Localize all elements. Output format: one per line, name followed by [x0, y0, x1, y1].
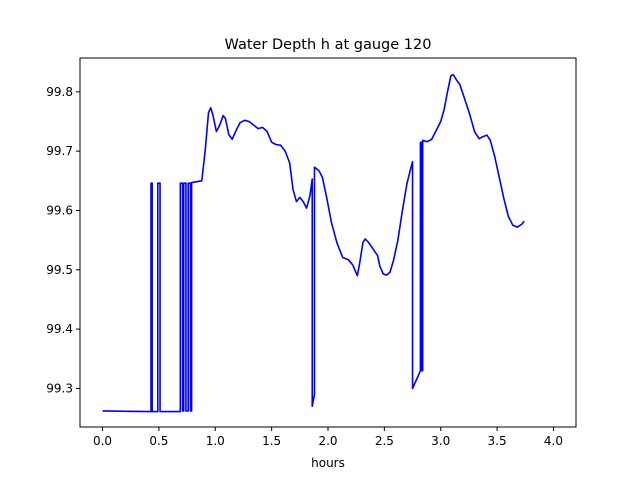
x-tick-label: 1.5: [262, 434, 281, 448]
y-tick-label: 99.3: [46, 381, 73, 395]
x-tick-label: 1.0: [206, 434, 225, 448]
x-tick-label: 0.0: [93, 434, 112, 448]
y-tick-label: 99.8: [46, 85, 73, 99]
y-tick-label: 99.4: [46, 322, 73, 336]
plot-area-frame: [79, 57, 577, 428]
chart-title: Water Depth h at gauge 120: [225, 37, 432, 53]
y-tick-label: 99.5: [46, 263, 73, 277]
x-axis-label: hours: [311, 456, 345, 470]
x-tick-label: 0.5: [149, 434, 168, 448]
series-line-0: [102, 73, 525, 413]
x-tick-label: 4.0: [544, 434, 563, 448]
x-tick-label: 3.5: [488, 434, 507, 448]
series-layer: [102, 73, 525, 413]
y-tick-label: 99.7: [46, 144, 73, 158]
x-tick-label: 2.5: [375, 434, 394, 448]
x-tick-label: 2.0: [318, 434, 337, 448]
x-axis-ticks: 0.0 0.5 1.0 1.5 2.0 2.5 3.0 3.5 4.0: [93, 427, 563, 448]
y-tick-label: 99.6: [46, 203, 73, 217]
x-tick-label: 3.0: [431, 434, 450, 448]
y-axis-ticks: 99.3 99.4 99.5 99.6 99.7 99.8: [46, 85, 80, 395]
